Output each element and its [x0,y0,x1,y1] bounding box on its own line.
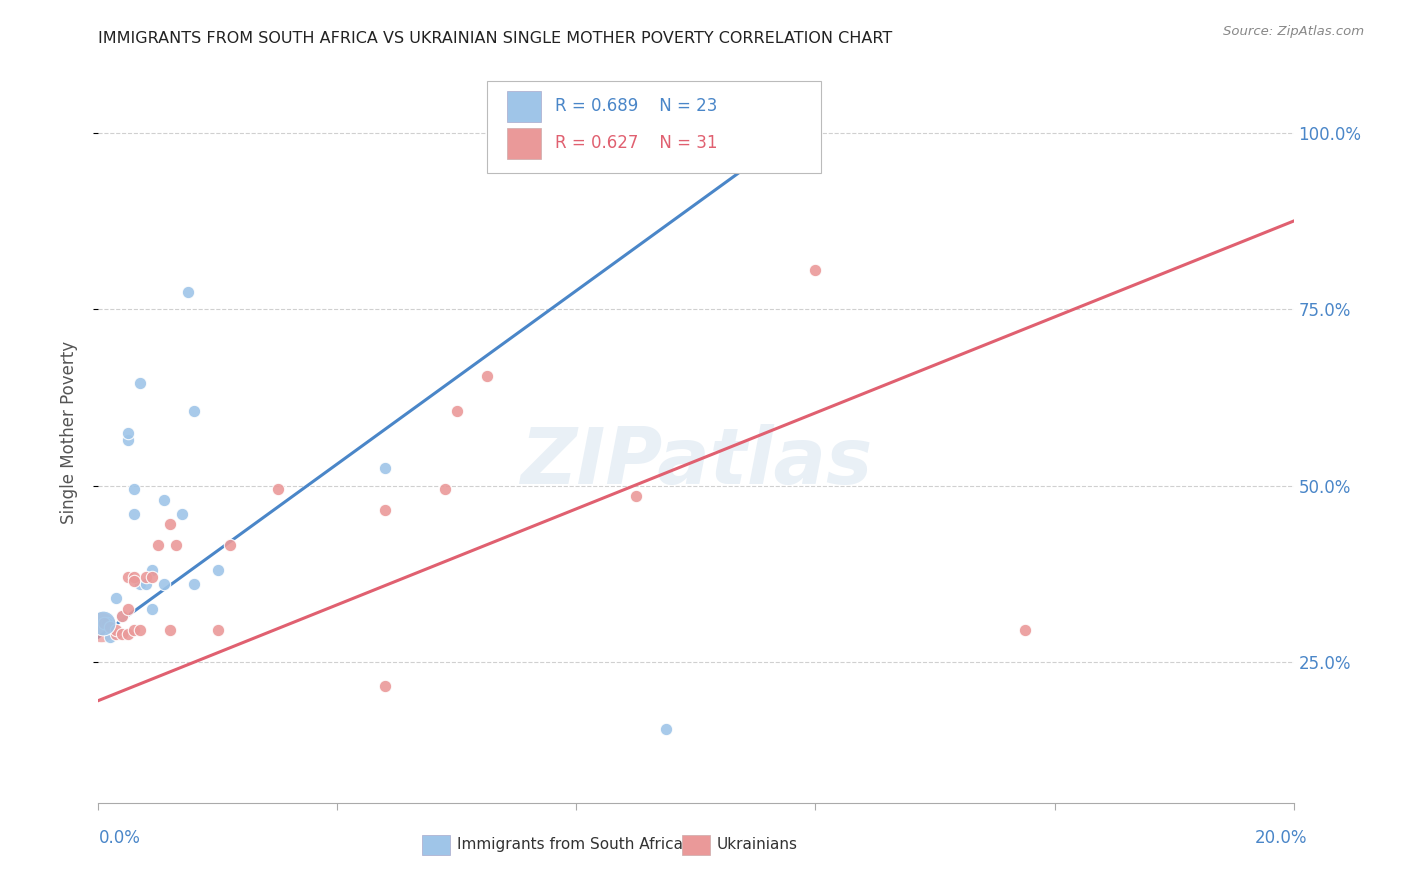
Point [117,433,139,447]
Text: 20.0%: 20.0% [1256,830,1308,847]
Point [804,263,827,277]
Point [111,609,134,624]
Text: Immigrants from South Africa: Immigrants from South Africa [457,838,683,852]
Point [98,619,122,633]
Point [124,570,146,584]
Point [96,615,118,630]
Point [165,538,187,552]
Point [1014,623,1036,637]
Point [135,577,157,591]
Point [148,538,170,552]
Point [105,626,128,640]
Point [117,602,139,616]
Point [446,404,468,418]
Point [626,489,648,503]
Point [135,570,157,584]
Point [105,591,128,606]
Text: 0.0%: 0.0% [98,830,141,847]
Point [177,285,200,299]
Point [117,626,139,640]
Text: Ukrainians: Ukrainians [717,838,799,852]
Text: Source: ZipAtlas.com: Source: ZipAtlas.com [1223,25,1364,38]
Point [117,570,139,584]
Point [685,126,707,140]
Point [129,376,152,391]
Point [183,404,205,418]
Point [159,623,181,637]
Point [124,623,146,637]
Point [172,507,194,521]
Point [267,482,290,496]
Point [124,574,146,588]
FancyBboxPatch shape [486,81,821,173]
Point [219,538,242,552]
Text: ZIPatlas: ZIPatlas [520,425,872,500]
Point [475,369,498,384]
Point [207,563,229,577]
Point [374,503,396,517]
Point [141,563,163,577]
FancyBboxPatch shape [508,91,541,121]
Text: IMMIGRANTS FROM SOUTH AFRICA VS UKRAINIAN SINGLE MOTHER POVERTY CORRELATION CHAR: IMMIGRANTS FROM SOUTH AFRICA VS UKRAINIA… [98,31,893,46]
Text: R = 0.627    N = 31: R = 0.627 N = 31 [555,134,717,153]
Point [374,461,396,475]
Point [111,626,134,640]
Point [129,623,152,637]
Point [793,126,815,140]
Point [159,517,181,532]
Y-axis label: Single Mother Poverty: Single Mother Poverty [59,341,77,524]
Point [153,492,176,507]
Point [117,425,139,440]
FancyBboxPatch shape [508,128,541,159]
Point [129,577,152,591]
Point [141,602,163,616]
Point [93,615,115,630]
Point [124,482,146,496]
Point [91,615,114,630]
Text: R = 0.689    N = 23: R = 0.689 N = 23 [555,97,717,115]
Point [105,623,128,637]
Point [141,570,163,584]
Point [124,507,146,521]
Point [207,623,229,637]
Point [183,577,205,591]
Point [111,609,134,624]
Point [655,722,678,736]
Point [434,482,457,496]
Point [374,680,396,694]
Point [90,619,112,633]
Point [153,577,176,591]
Point [98,630,122,644]
